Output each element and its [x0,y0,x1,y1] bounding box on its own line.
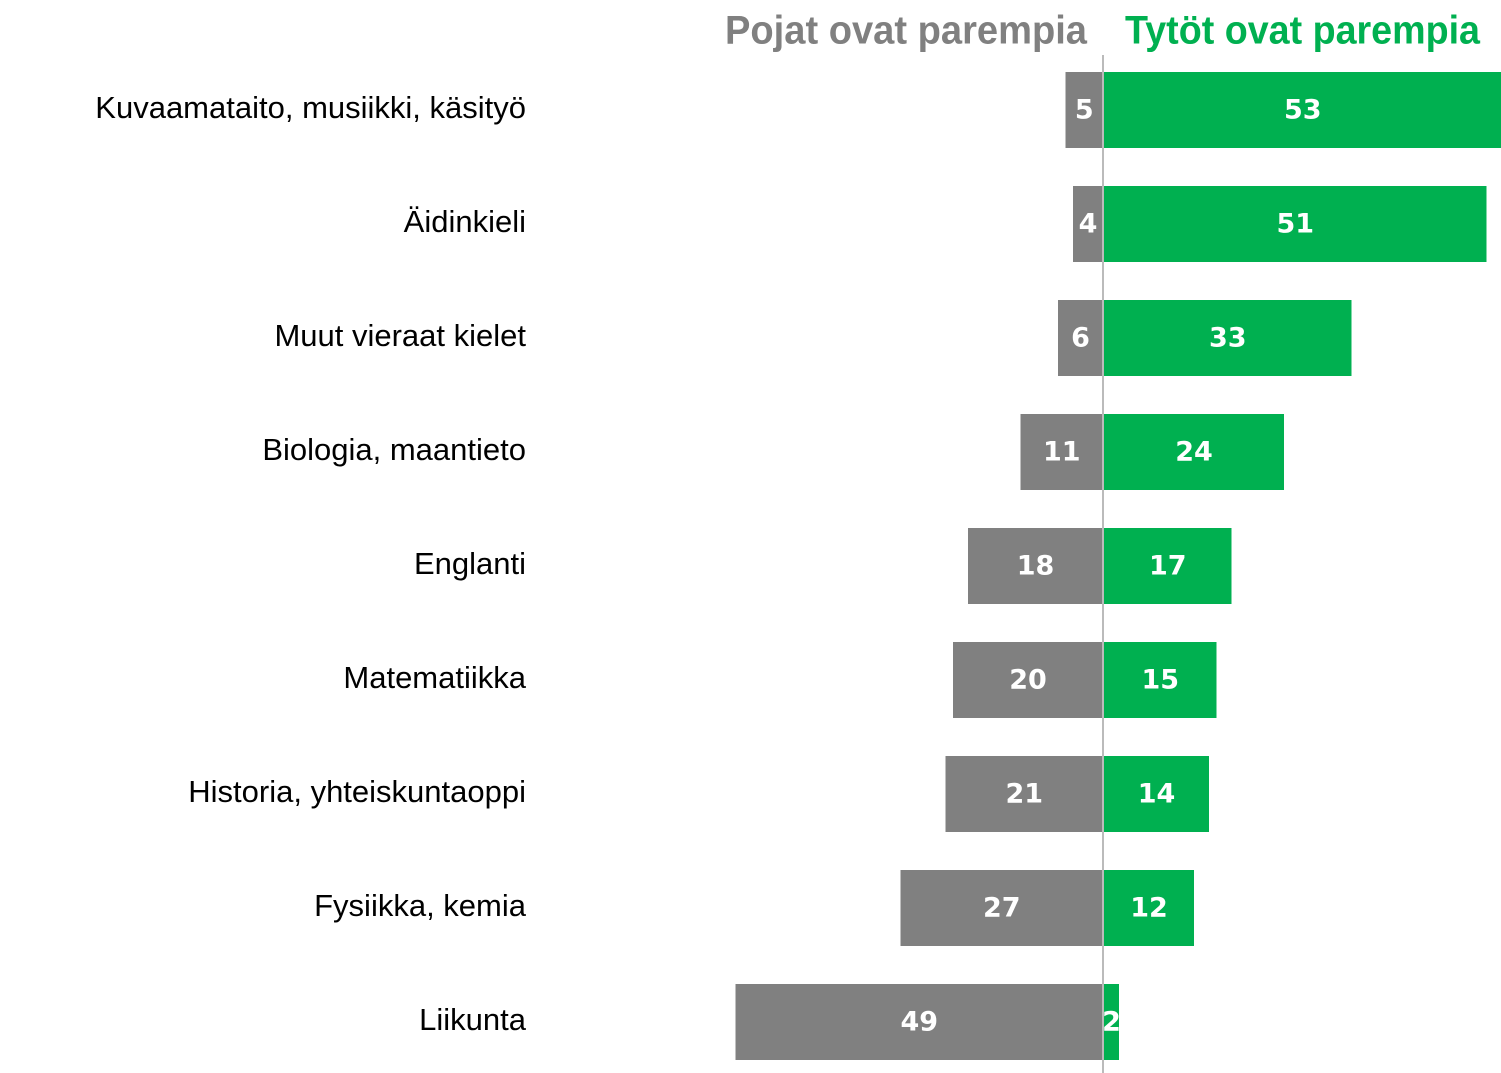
value-label: 20 [1009,665,1047,696]
legend-left: Pojat ovat parempia [725,9,1088,53]
value-label: 24 [1175,437,1213,468]
value-label: 18 [1017,551,1055,582]
category-label: Kuvaamataito, musiikki, käsityö [95,90,526,125]
value-label: 12 [1130,893,1168,924]
value-label: 15 [1141,665,1179,696]
value-label: 27 [983,893,1021,924]
bar [1104,72,1501,148]
value-label: 33 [1209,323,1247,354]
category-label: Biologia, maantieto [262,432,526,467]
bar [945,756,1103,832]
bar [1065,72,1103,148]
value-label: 17 [1149,551,1187,582]
bar [900,870,1103,946]
value-label: 53 [1284,95,1322,126]
bar [953,642,1103,718]
category-label: Fysiikka, kemia [314,888,527,923]
bar [735,984,1103,1060]
bar [968,528,1103,604]
bar [1020,414,1103,490]
value-label: 11 [1043,437,1081,468]
value-label: 14 [1138,779,1176,810]
category-label: Liikunta [419,1002,527,1037]
value-label: 49 [900,1007,938,1038]
value-label: 2 [1102,1007,1121,1038]
bar [1104,870,1194,946]
legend-right: Tytöt ovat parempia [1125,9,1481,53]
value-label: 51 [1276,209,1314,240]
value-label: 21 [1005,779,1043,810]
bar [1104,186,1487,262]
category-label: Englanti [414,546,526,581]
category-label: Äidinkieli [404,204,526,239]
bar [1104,528,1232,604]
value-label: 6 [1071,323,1090,354]
bar [1104,756,1209,832]
bar [1104,300,1352,376]
bar [1104,642,1217,718]
category-label: Muut vieraat kielet [274,318,526,353]
bar [1104,984,1119,1060]
bar [1104,414,1284,490]
value-label: 5 [1075,95,1094,126]
bar [1058,300,1103,376]
bar [1073,186,1103,262]
value-label: 4 [1079,209,1098,240]
category-label: Historia, yhteiskuntaoppi [188,774,526,809]
category-label: Matematiikka [343,660,526,695]
